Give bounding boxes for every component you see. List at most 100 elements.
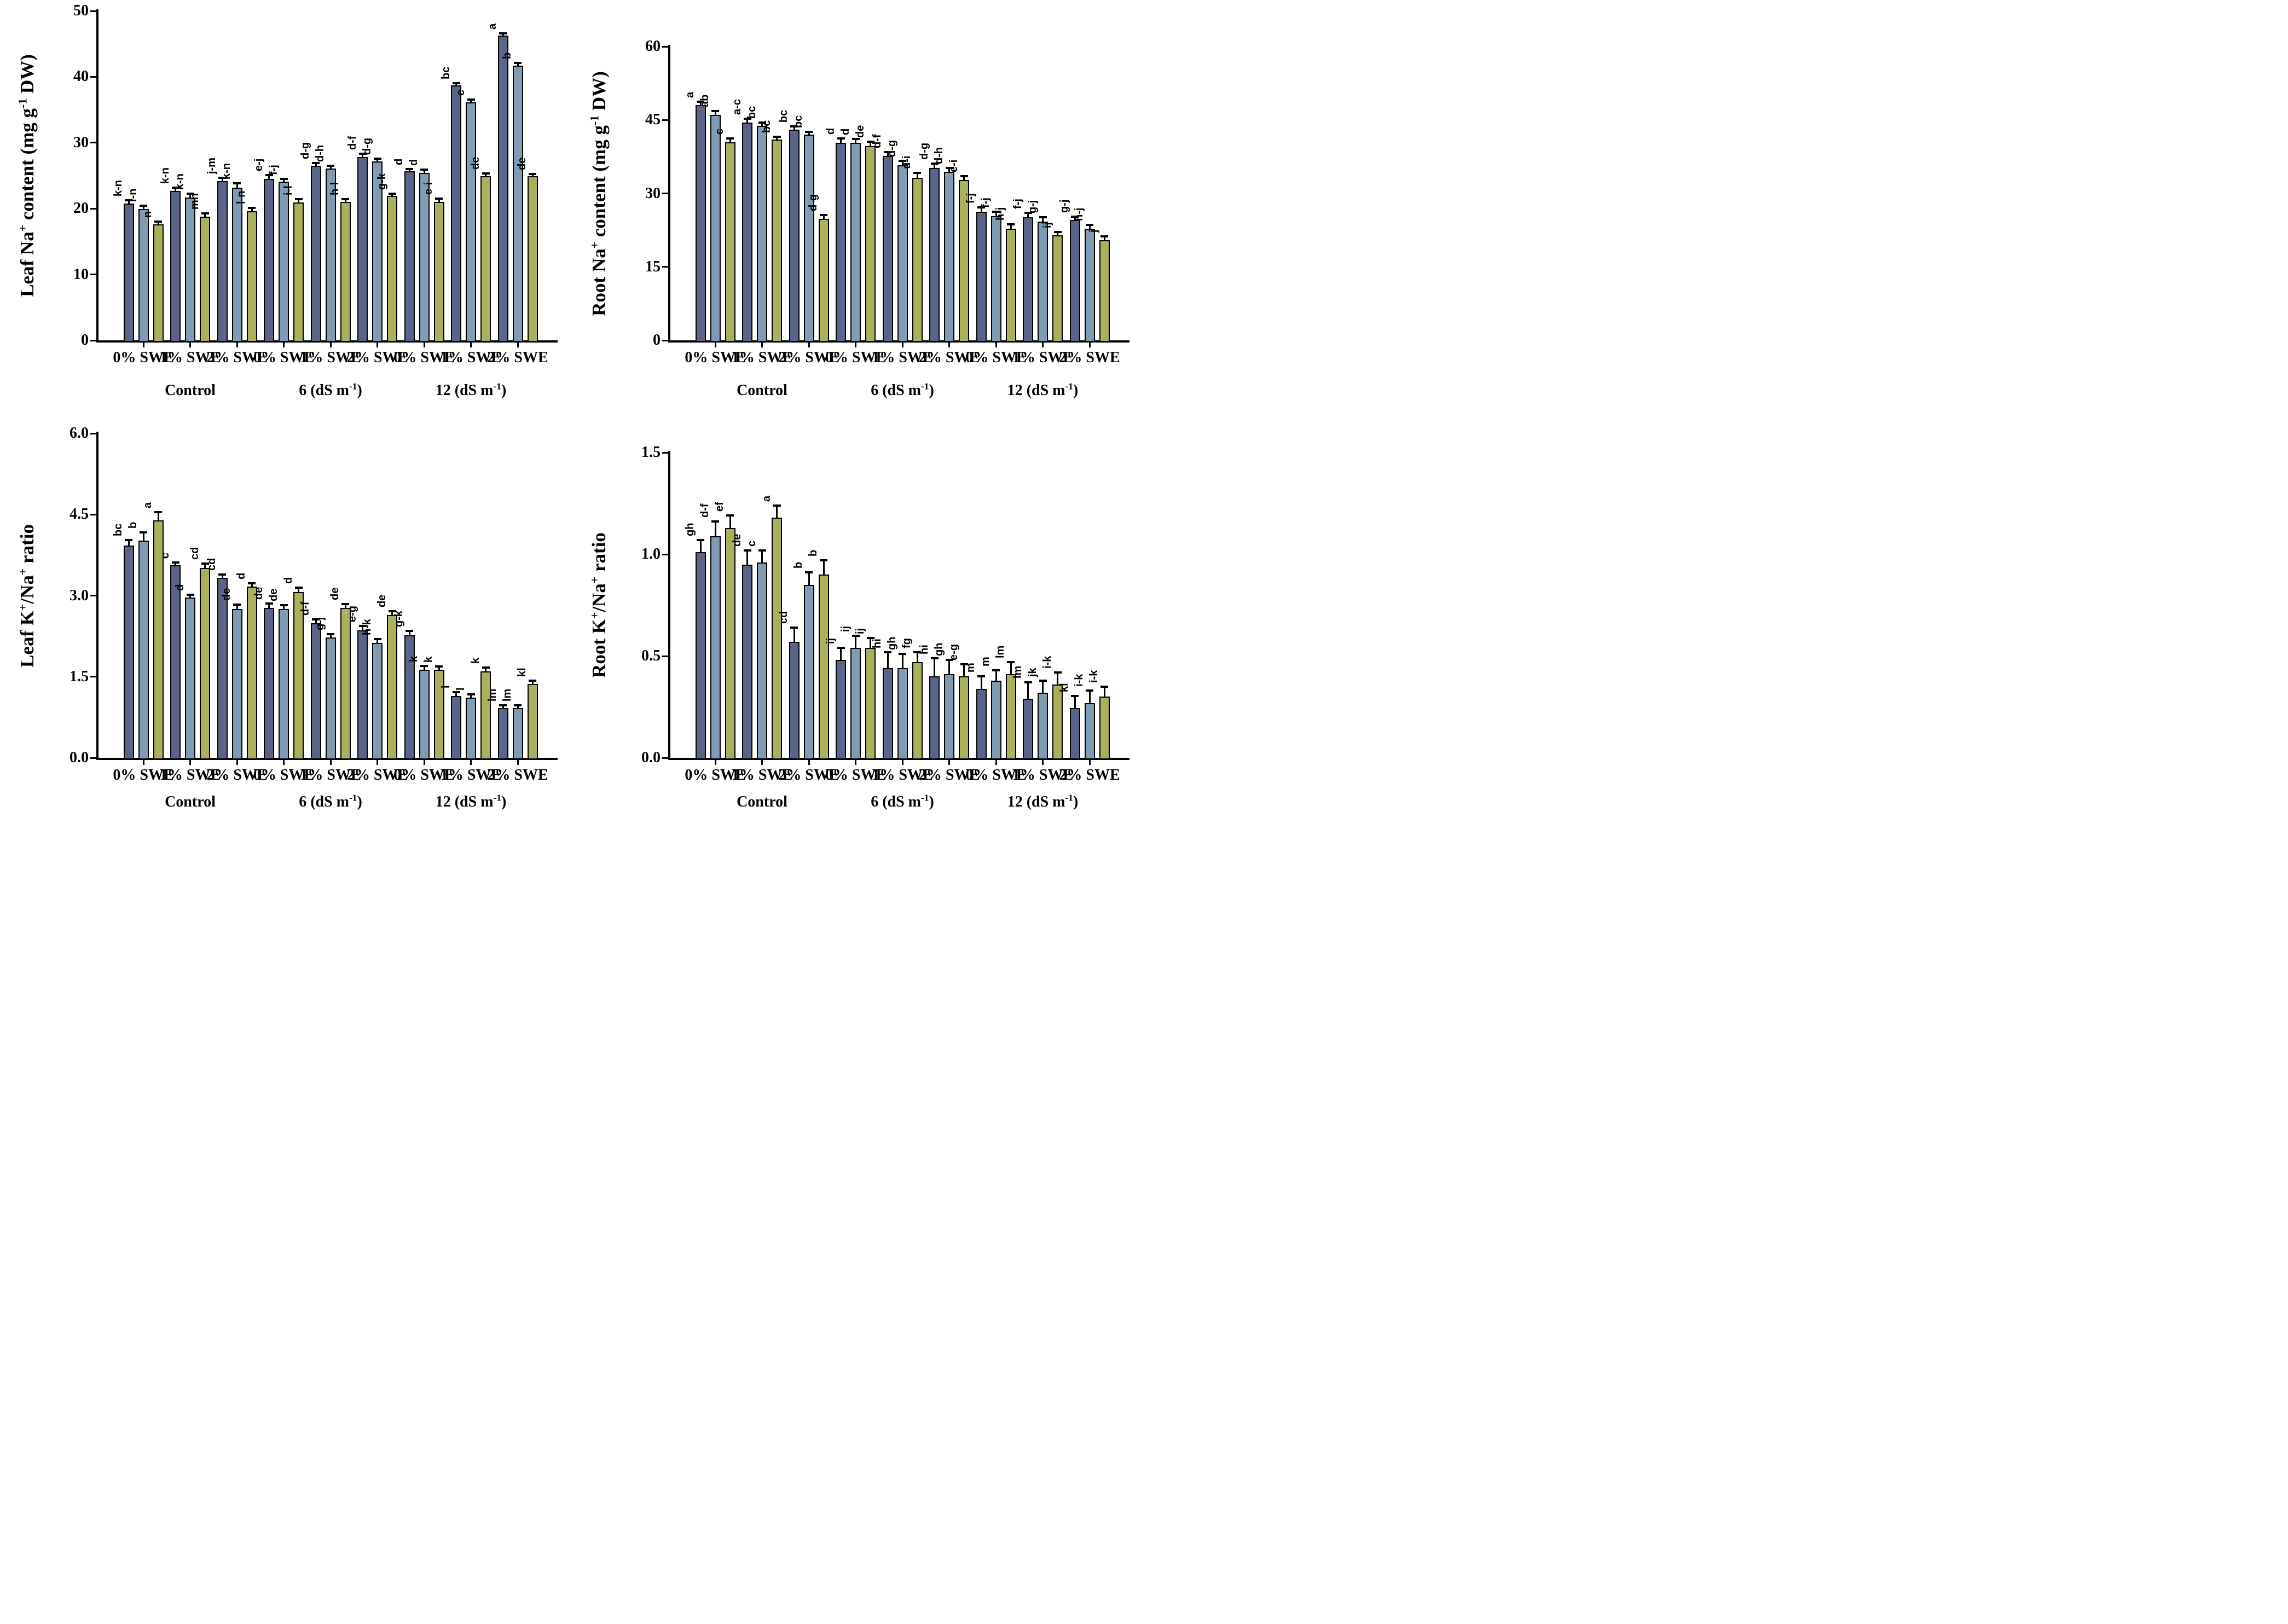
category-label: 2% SWE bbox=[206, 349, 268, 366]
significance-letter: gh bbox=[932, 643, 945, 657]
significance-letter: e-j bbox=[252, 158, 265, 171]
bar bbox=[387, 196, 397, 342]
significance-letter: c bbox=[714, 129, 726, 135]
significance-letter: d-g bbox=[918, 142, 930, 160]
error-bar-cap bbox=[388, 610, 396, 613]
error-bar-cap bbox=[125, 199, 132, 201]
error-bar-line bbox=[887, 652, 889, 669]
significance-letter: ab bbox=[699, 94, 711, 108]
significance-letter: d-h bbox=[314, 144, 326, 162]
bar bbox=[990, 216, 1001, 342]
error-bar-cap bbox=[248, 206, 256, 209]
x-axis-tick bbox=[329, 760, 332, 765]
error-bar-cap bbox=[499, 704, 507, 707]
error-bar-cap bbox=[265, 602, 273, 605]
x-axis-tick bbox=[995, 343, 997, 347]
significance-letter: cd bbox=[206, 558, 218, 571]
significance-letter: e-g bbox=[947, 643, 960, 660]
bar bbox=[1099, 240, 1110, 342]
y-axis-tick bbox=[90, 339, 96, 341]
y-axis-tick bbox=[662, 655, 668, 657]
error-bar-line bbox=[298, 587, 299, 592]
y-tick-label: 0.0 bbox=[641, 749, 661, 766]
bar bbox=[231, 187, 242, 342]
significance-letter: h-k bbox=[361, 618, 373, 635]
y-axis-tick bbox=[662, 45, 668, 48]
category-label: 1% SWE bbox=[300, 349, 361, 366]
significance-letter: b bbox=[792, 562, 804, 569]
bar bbox=[451, 696, 461, 759]
y-tick-label: 60 bbox=[645, 38, 661, 55]
significance-letter: k-n bbox=[159, 167, 171, 184]
error-bar-line bbox=[1088, 691, 1091, 703]
x-axis-tick bbox=[948, 343, 950, 347]
x-axis-tick bbox=[376, 760, 378, 765]
error-bar-line bbox=[729, 515, 731, 528]
y-axis-line bbox=[668, 45, 670, 343]
x-axis-tick bbox=[1042, 343, 1044, 347]
x-axis-tick bbox=[423, 760, 425, 765]
category-label: 2% SWE bbox=[1059, 349, 1120, 366]
error-bar-line bbox=[761, 122, 763, 126]
x-axis-tick bbox=[808, 760, 810, 765]
chart-root-k-na-ratio: Root K+/Na+ ratio 0.0 0.5 1.0 1.5 0% SWE gh d-f… bbox=[572, 406, 1144, 812]
category-label: 1% SWE bbox=[440, 349, 502, 366]
error-bar-cap bbox=[805, 571, 813, 574]
error-bar-line bbox=[315, 163, 317, 166]
significance-letter: de bbox=[267, 588, 280, 602]
bar bbox=[433, 202, 444, 342]
significance-letter: l bbox=[439, 685, 452, 689]
x-axis-tick bbox=[423, 343, 425, 347]
x-axis-tick bbox=[142, 343, 144, 347]
bar bbox=[1084, 703, 1095, 759]
significance-letter: m bbox=[980, 657, 992, 667]
bar bbox=[466, 698, 476, 759]
error-bar-line bbox=[128, 200, 130, 204]
error-bar-cap bbox=[1071, 694, 1079, 697]
bar bbox=[1005, 674, 1016, 759]
bar bbox=[340, 202, 351, 342]
bar bbox=[1038, 221, 1048, 342]
error-bar-cap bbox=[913, 651, 921, 653]
error-bar-line bbox=[502, 705, 504, 709]
bar bbox=[818, 575, 829, 759]
error-bar-line bbox=[822, 214, 825, 219]
bar bbox=[387, 615, 397, 759]
x-axis-tick bbox=[517, 343, 519, 347]
x-axis-tick bbox=[470, 760, 472, 765]
error-bar-line bbox=[948, 167, 950, 172]
significance-letter: d-f bbox=[699, 503, 711, 518]
y-axis-tick bbox=[90, 757, 96, 759]
significance-letter: k bbox=[408, 656, 420, 662]
x-axis-tick bbox=[808, 343, 810, 347]
bar bbox=[433, 669, 444, 759]
category-label: 0% SWE bbox=[685, 349, 746, 366]
y-axis-tick bbox=[90, 513, 96, 515]
error-bar-line bbox=[189, 193, 191, 198]
y-axis-line bbox=[96, 432, 99, 760]
significance-letter: c bbox=[745, 540, 758, 547]
x-axis-tick bbox=[761, 343, 763, 347]
error-bar-cap bbox=[373, 637, 381, 640]
bar bbox=[264, 608, 274, 759]
error-bar-line bbox=[822, 560, 825, 575]
bar bbox=[138, 540, 149, 759]
x-axis-tick bbox=[714, 760, 716, 765]
y-axis-tick bbox=[662, 757, 668, 759]
y-axis-line bbox=[668, 451, 670, 760]
error-bar-line bbox=[1027, 213, 1029, 218]
error-bar-cap bbox=[899, 159, 906, 162]
condition-label: Control bbox=[737, 793, 787, 810]
figure-2x2-ion-content-panel: Leaf Na+ content (mg g-1 DW) 0 10 20 30 40 50 0… bbox=[0, 0, 1144, 812]
error-bar-line bbox=[221, 177, 223, 181]
bar bbox=[1084, 228, 1095, 342]
error-bar-cap bbox=[233, 182, 241, 185]
error-bar-cap bbox=[171, 561, 179, 564]
error-bar-cap bbox=[1053, 231, 1062, 234]
error-bar-cap bbox=[452, 82, 460, 84]
significance-letter: i-k bbox=[1041, 656, 1053, 669]
error-bar-line bbox=[344, 604, 346, 608]
chart-root-na-content: Root Na+ content (mg g-1 DW) 0 15 30 45 60 0% … bbox=[572, 0, 1144, 406]
y-tick-label: 45 bbox=[645, 111, 661, 129]
bar bbox=[742, 122, 752, 342]
